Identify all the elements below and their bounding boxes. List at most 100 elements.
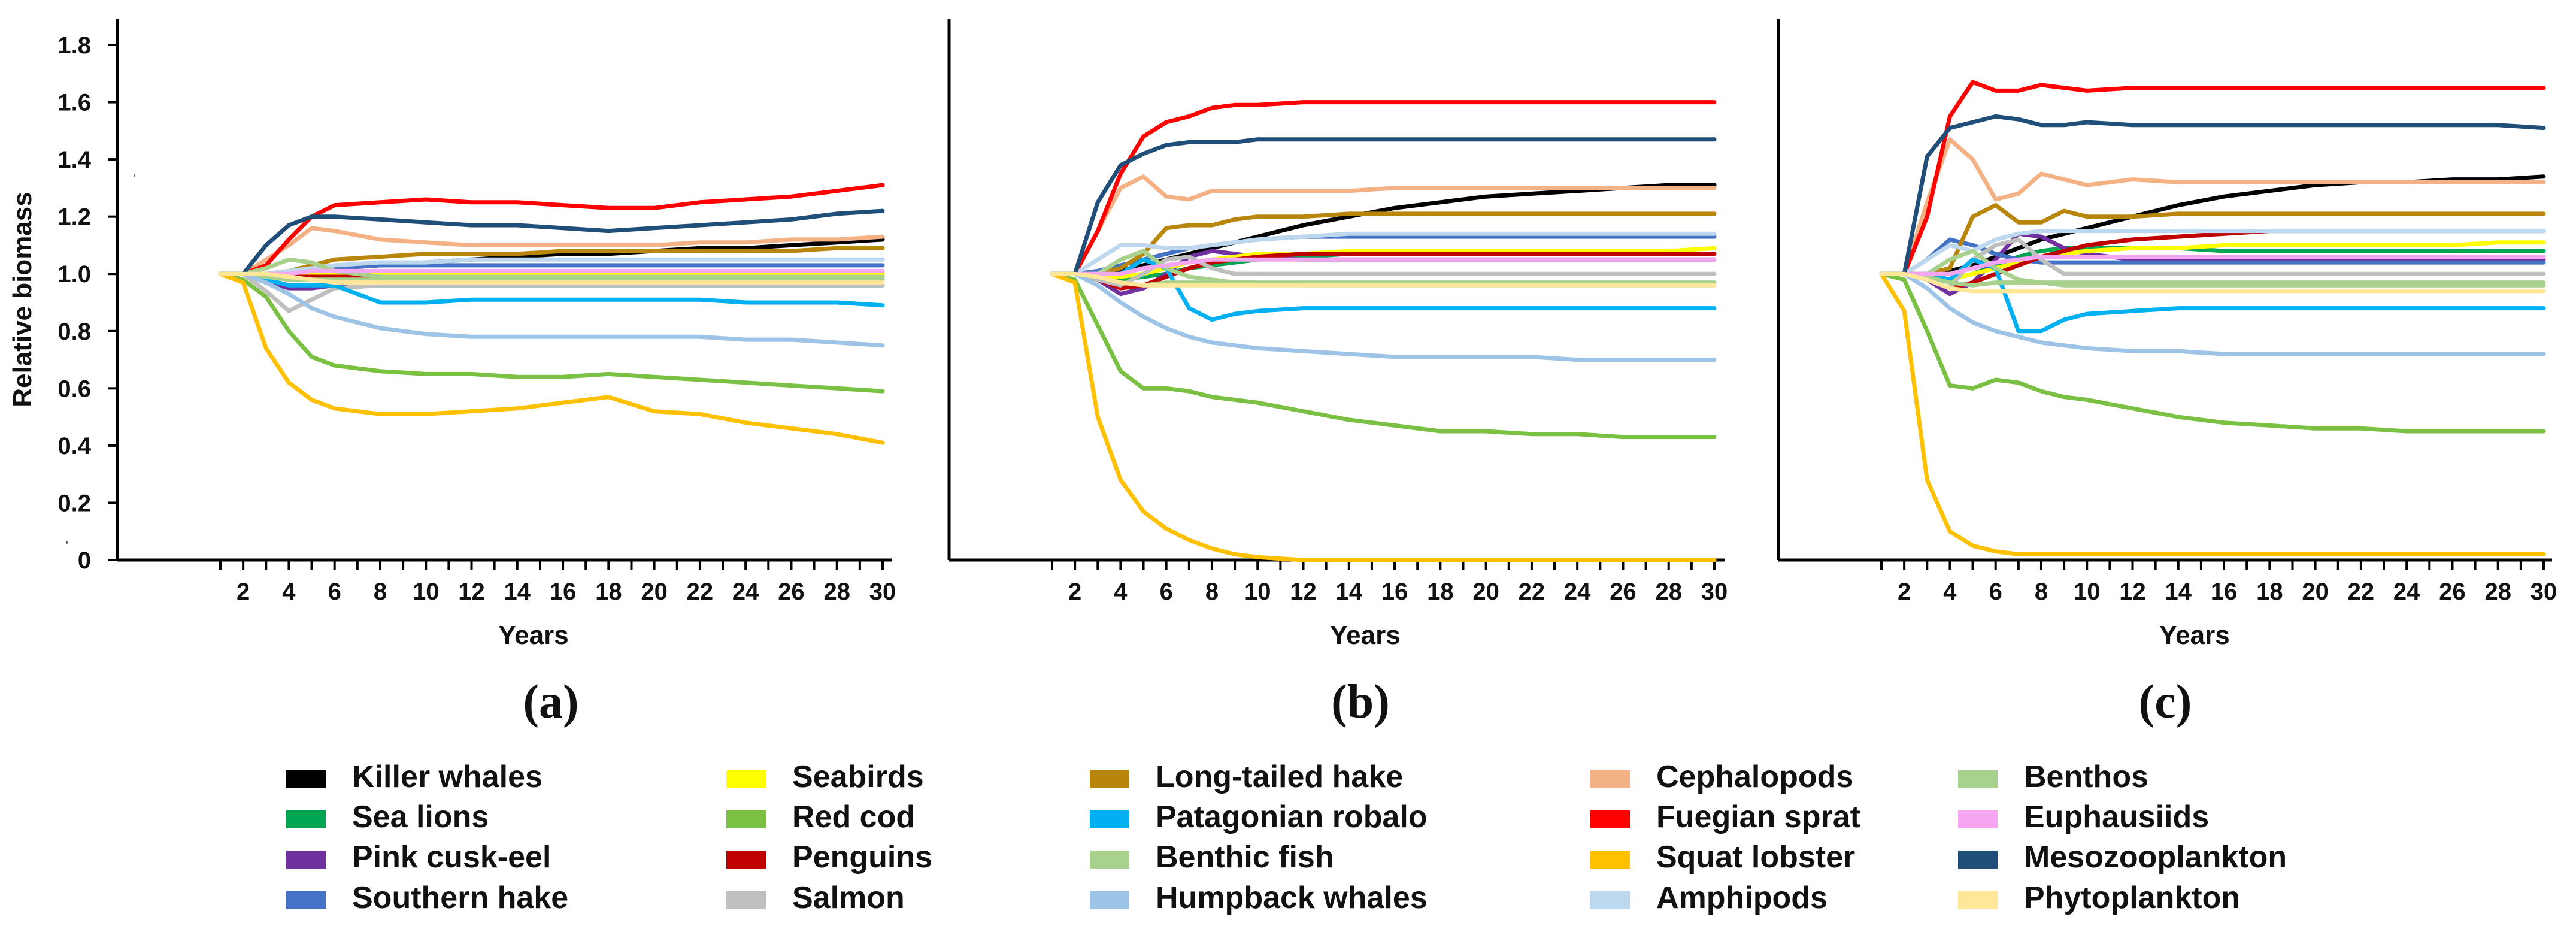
- legend-swatch: [286, 891, 326, 909]
- legend-label: Benthos: [2024, 760, 2148, 794]
- legend-label: Penguins: [792, 840, 932, 875]
- series-line-euphausiids: [218, 268, 885, 276]
- x-tick-label: 28: [2484, 579, 2511, 605]
- x-tick-label: 10: [413, 579, 440, 605]
- x-tick-label: 18: [2256, 579, 2283, 605]
- legend-label: Red cod: [792, 800, 915, 834]
- legend-item: Patagonian robalo: [1090, 800, 1428, 834]
- x-tick-label: 2: [1898, 579, 1911, 605]
- stray-mark: ': [66, 540, 68, 553]
- x-tick-label: 8: [1205, 579, 1219, 605]
- y-tick-label: 0.8: [57, 319, 91, 345]
- x-tick-label: 30: [2530, 579, 2557, 605]
- series-line-salmon: [218, 271, 885, 313]
- legend-label: Squat lobster: [1656, 840, 1855, 875]
- x-tick-label: 14: [2165, 579, 2192, 605]
- series-group: [218, 183, 885, 445]
- x-tick-label: 16: [1381, 579, 1408, 605]
- series-line-humpback-whales: [1879, 271, 2546, 356]
- series-line-humpback-whales: [218, 271, 885, 348]
- legend-item: Long-tailed hake: [1090, 760, 1403, 794]
- legend-item: Mesozooplankton: [1958, 840, 2287, 875]
- legend-swatch: [1958, 891, 1998, 909]
- legend-item: Seabirds: [726, 760, 924, 794]
- x-tick-label: 20: [641, 579, 668, 605]
- x-tick-label: 6: [328, 579, 341, 605]
- x-tick-label: 4: [1114, 579, 1128, 605]
- legend-label: Killer whales: [352, 760, 543, 794]
- y-tick-label: 1.0: [57, 261, 91, 288]
- series-line-amphipods: [218, 257, 885, 276]
- y-axis-title: Relative biomass: [8, 192, 37, 407]
- series-line-squat-lobster: [1879, 271, 2546, 556]
- legend-item: Pink cusk-eel: [286, 840, 551, 875]
- x-tick-label: 14: [504, 579, 531, 605]
- x-tick-label: 10: [1244, 579, 1271, 605]
- x-tick-label: 20: [1472, 579, 1499, 605]
- legend-item: Salmon: [726, 881, 905, 915]
- x-tick-label: 4: [1943, 579, 1957, 605]
- legend-swatch: [726, 770, 766, 788]
- x-tick-label: 18: [595, 579, 622, 605]
- x-tick-label: 8: [374, 579, 387, 605]
- legend-swatch: [1958, 770, 1998, 788]
- legend-label: Humpback whales: [1156, 881, 1428, 915]
- series-line-benthic-fish: [1879, 271, 2546, 288]
- series-line-red-cod: [218, 271, 885, 394]
- series-line-cephalopods: [1050, 174, 1717, 276]
- panel-label: (a): [523, 676, 578, 728]
- series-line-cephalopods: [1879, 137, 2546, 276]
- x-tick-label: 22: [2348, 579, 2375, 605]
- panel-label: (b): [1331, 676, 1390, 728]
- series-line-euphausiids: [1050, 257, 1717, 276]
- legend-swatch: [1590, 851, 1630, 869]
- x-tick-label: 26: [778, 579, 805, 605]
- x-tick-label: 24: [732, 579, 759, 605]
- series-line-euphausiids: [1879, 255, 2546, 276]
- legend-swatch: [726, 810, 766, 828]
- y-tick-label: 1.8: [57, 32, 91, 59]
- legend-item: Phytoplankton: [1958, 881, 2240, 915]
- legend-label: Patagonian robalo: [1156, 800, 1428, 834]
- legend-item: Penguins: [726, 840, 932, 875]
- panel-a: 00.20.40.60.81.01.21.41.61.82 4 6 8 10 12 14 16…: [8, 19, 896, 728]
- series-line-amphipods: [1050, 231, 1717, 276]
- x-tick-label: 16: [2211, 579, 2238, 605]
- legend-label: Phytoplankton: [2024, 881, 2240, 915]
- series-line-amphipods: [1879, 229, 2546, 276]
- y-tick-label: 0.6: [57, 376, 91, 402]
- x-tick-label: 30: [1701, 579, 1728, 605]
- legend-swatch: [286, 770, 326, 788]
- series-line-fuegian-sprat: [218, 183, 885, 276]
- series-group: [1879, 80, 2546, 556]
- x-tick-label: 12: [2119, 579, 2146, 605]
- series-line-mesozooplankton: [1879, 114, 2546, 276]
- legend-swatch: [1090, 891, 1129, 909]
- series-line-patagonian-robalo: [218, 271, 885, 308]
- legend-item: Sea lions: [286, 800, 489, 834]
- x-tick-label: 6: [1989, 579, 2002, 605]
- x-tick-label: 26: [1610, 579, 1636, 605]
- x-tick-label: 2: [1068, 579, 1081, 605]
- legend-label: Benthic fish: [1156, 840, 1334, 875]
- legend-swatch: [1590, 891, 1630, 909]
- legend-label: Seabirds: [792, 760, 924, 794]
- legend-label: Amphipods: [1656, 881, 1828, 915]
- legend-label: Pink cusk-eel: [352, 840, 551, 875]
- legend-swatch: [726, 891, 766, 909]
- panel-label: (c): [2139, 676, 2192, 728]
- series-line-humpback-whales: [1050, 271, 1717, 362]
- x-tick-label: 22: [1519, 579, 1545, 605]
- legend-swatch: [1590, 770, 1630, 788]
- legend-swatch: [286, 810, 326, 828]
- x-tick-label: 10: [2074, 579, 2101, 605]
- series-line-red-cod: [1879, 271, 2546, 434]
- legend-item: Amphipods: [1590, 881, 1828, 915]
- series-line-benthos: [218, 257, 885, 279]
- x-axis-title: Years: [2159, 621, 2229, 650]
- legend-label: Long-tailed hake: [1156, 760, 1403, 794]
- series-line-phytoplankton: [1050, 271, 1717, 288]
